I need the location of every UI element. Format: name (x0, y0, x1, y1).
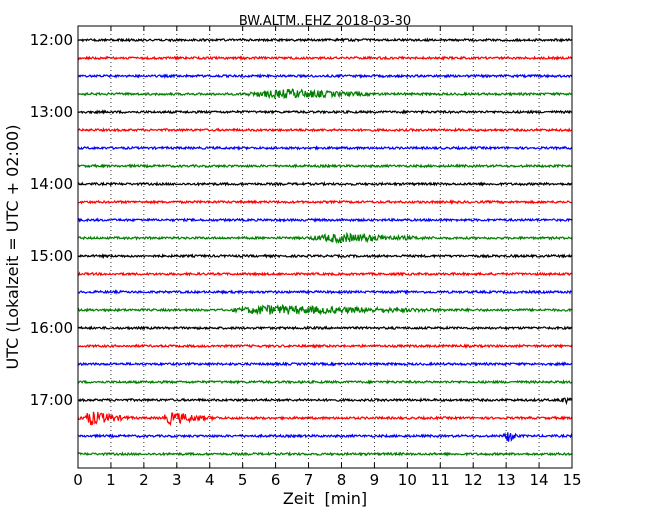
y-axis: 12:00 13:00 14:00 15:00 16:00 17:00 (30, 31, 572, 409)
y-tick-label: 15:00 (30, 247, 73, 265)
trace-line (77, 109, 573, 115)
x-tick-label: 4 (205, 471, 215, 489)
trace-line (77, 396, 573, 406)
trace-line (77, 431, 573, 442)
x-tick-label: 10 (398, 471, 417, 489)
trace-line (77, 289, 573, 296)
x-tick-label: 15 (562, 471, 581, 489)
y-axis-label: UTC (Lokalzeit = UTC + 02:00) (3, 125, 22, 370)
trace-line (77, 199, 573, 206)
trace-line (77, 325, 573, 331)
x-tick-label: 5 (238, 471, 248, 489)
x-tick-label: 8 (337, 471, 347, 489)
trace-line (77, 163, 573, 169)
trace-line (77, 271, 573, 277)
trace-line (77, 231, 573, 245)
trace-line (77, 37, 573, 43)
trace-line (77, 181, 573, 187)
x-tick-label: 12 (464, 471, 483, 489)
trace-line (77, 127, 573, 133)
x-tick-label: 7 (304, 471, 314, 489)
plot-frame (77, 25, 573, 469)
trace-line (77, 73, 573, 79)
trace-line (77, 361, 573, 367)
x-tick-label: 13 (497, 471, 516, 489)
y-tick-label: 17:00 (30, 391, 73, 409)
y-tick-label: 12:00 (30, 31, 73, 49)
trace-line (78, 88, 573, 101)
x-tick-label: 11 (431, 471, 450, 489)
y-tick-label: 14:00 (30, 175, 73, 193)
x-tick-label: 2 (139, 471, 149, 489)
trace-line (77, 379, 573, 385)
trace-line (77, 303, 573, 316)
trace-line (77, 253, 573, 259)
trace-line (77, 451, 573, 457)
x-tick-label: 0 (73, 471, 83, 489)
x-tick-label: 14 (530, 471, 549, 489)
chart-title: BW.ALTM..EHZ 2018-03-30 (239, 14, 411, 29)
y-tick-label: 13:00 (30, 103, 73, 121)
trace-line (77, 411, 573, 427)
x-tick-label: 9 (370, 471, 380, 489)
trace-line (77, 145, 573, 151)
trace-group (77, 37, 573, 457)
trace-line (77, 55, 573, 61)
y-tick-label: 16:00 (30, 319, 73, 337)
x-tick-label: 1 (106, 471, 116, 489)
x-tick-label: 3 (172, 471, 182, 489)
trace-line (77, 217, 573, 223)
x-axis: 0 1 2 3 4 5 6 7 8 9 10 11 12 13 14 15 (73, 26, 582, 489)
x-tick-label: 6 (271, 471, 281, 489)
x-axis-label: Zeit [min] (283, 489, 367, 508)
trace-line (77, 343, 573, 349)
grid-lines (110, 26, 540, 468)
